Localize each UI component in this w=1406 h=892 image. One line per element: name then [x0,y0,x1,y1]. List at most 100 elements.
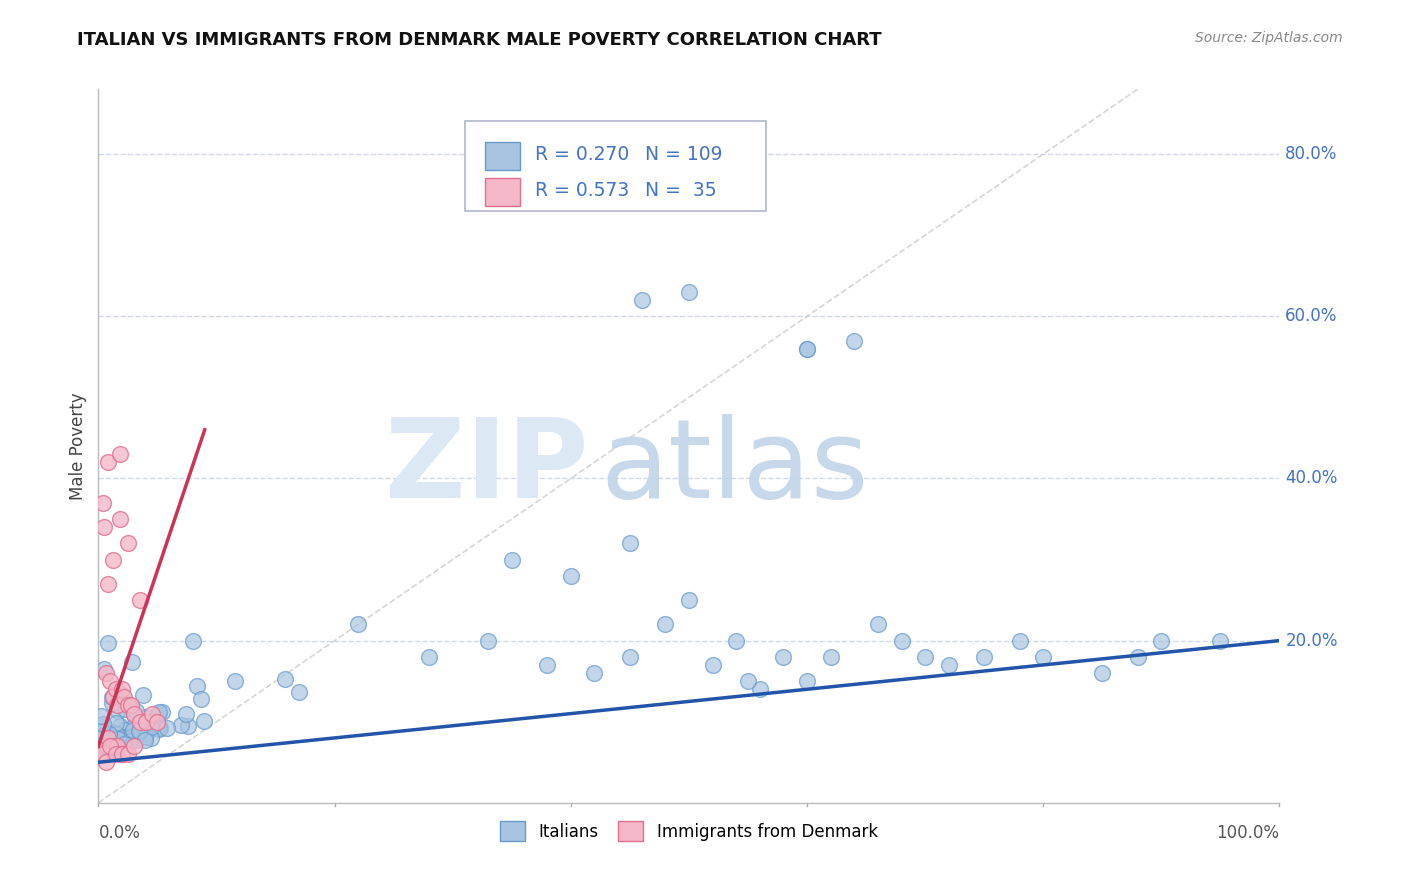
Point [112,740,135,755]
Point [96,736,118,750]
Point [630,293,652,307]
Point [118,734,141,748]
Point [619,536,641,550]
Point [108,719,131,733]
Point [1126,649,1149,664]
Point [117,536,139,550]
Point [112,732,135,747]
Text: R = 0.573: R = 0.573 [536,181,630,200]
Legend: Italians, Immigrants from Denmark: Italians, Immigrants from Denmark [494,814,884,848]
Text: ITALIAN VS IMMIGRANTS FROM DENMARK MALE POVERTY CORRELATION CHART: ITALIAN VS IMMIGRANTS FROM DENMARK MALE … [77,31,882,49]
Point [128,593,150,607]
Point [114,723,136,738]
Point [128,723,150,738]
Point [224,673,246,688]
Point [112,690,135,705]
Point [183,633,205,648]
Point [100,740,122,755]
Point [148,706,170,720]
Point [772,649,794,664]
Point [124,704,146,718]
Point [111,731,134,745]
Point [141,706,163,721]
Point [111,747,134,761]
Point [91,717,114,731]
Point [135,710,157,724]
Point [1091,666,1114,681]
Point [148,720,170,734]
Point [98,739,121,753]
Point [938,657,960,672]
Point [104,715,127,730]
Text: Source: ZipAtlas.com: Source: ZipAtlas.com [1195,31,1343,45]
Point [134,733,156,747]
Point [1008,633,1031,648]
Point [121,698,143,713]
Point [737,674,759,689]
Point [105,747,128,761]
Point [274,672,297,686]
Text: 40.0%: 40.0% [1285,469,1337,487]
Point [112,737,135,751]
Point [796,342,818,356]
Point [287,685,309,699]
Point [114,739,136,753]
Point [91,496,114,510]
Point [844,334,866,348]
Point [129,724,152,739]
Point [111,688,134,702]
Point [97,731,120,745]
Point [890,633,912,648]
Point [619,649,641,664]
Point [121,655,143,669]
Point [150,705,173,719]
Text: N =  35: N = 35 [645,181,717,200]
Point [114,730,136,744]
Point [91,744,114,758]
Point [93,662,115,676]
Point [128,714,150,729]
Point [141,714,163,728]
Point [149,721,172,735]
Point [190,691,212,706]
Text: ZIP: ZIP [385,414,589,521]
Point [132,729,155,743]
Point [104,739,127,754]
Point [122,723,145,737]
Point [135,714,157,729]
Point [177,719,200,733]
Point [118,729,141,743]
Point [142,715,165,730]
Point [155,721,177,735]
Point [125,733,148,747]
Point [94,756,117,770]
Point [748,682,770,697]
Point [702,657,724,672]
Point [583,666,606,681]
Point [101,696,124,710]
Point [122,706,145,721]
Text: 80.0%: 80.0% [1285,145,1337,163]
Point [114,702,136,716]
FancyBboxPatch shape [464,121,766,211]
Point [97,577,120,591]
Point [678,593,700,607]
Point [122,739,145,753]
Point [148,706,170,721]
Point [820,649,842,664]
Point [139,731,162,745]
Point [134,718,156,732]
Point [101,690,124,705]
Point [174,707,197,722]
Text: R = 0.270: R = 0.270 [536,145,630,164]
Point [193,714,215,729]
Point [796,674,818,689]
Point [101,739,124,753]
Point [347,617,370,632]
Point [97,635,120,649]
Point [914,649,936,664]
Point [91,747,114,761]
Point [536,657,558,672]
Point [418,649,440,664]
Point [117,747,139,761]
